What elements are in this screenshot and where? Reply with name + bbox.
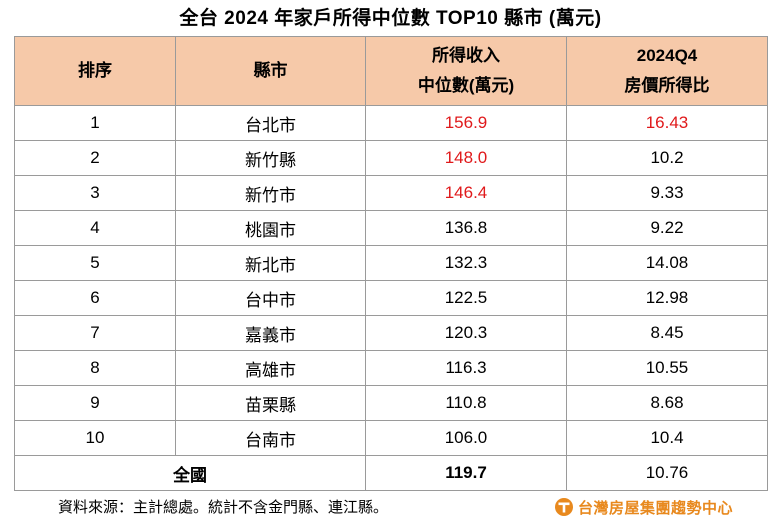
header-ratio-line1: 2024Q4 [636, 46, 698, 65]
total-ratio: 10.76 [566, 455, 768, 491]
brand-mark: 台灣房屋集團趨勢中心 [554, 494, 733, 520]
cell-county: 新竹縣 [175, 140, 366, 176]
table-row: 7 嘉義市 120.3 8.45 [14, 315, 768, 351]
cell-ratio: 12.98 [566, 280, 768, 316]
header-income: 所得收入 中位數(萬元) [365, 36, 567, 106]
header-income-line1: 所得收入 [432, 46, 500, 65]
cell-income: 156.9 [365, 105, 567, 141]
cell-rank: 7 [14, 315, 176, 351]
table-row: 2 新竹縣 148.0 10.2 [14, 140, 768, 176]
cell-income: 120.3 [365, 315, 567, 351]
cell-county: 台中市 [175, 280, 366, 316]
page-title: 全台 2024 年家戶所得中位數 TOP10 縣市 (萬元) [179, 8, 602, 29]
cell-county: 嘉義市 [175, 315, 366, 351]
brand-name: 台灣房屋集團趨勢中心 [578, 499, 734, 517]
cell-county: 苗栗縣 [175, 385, 366, 421]
header-ratio: 2024Q4 房價所得比 [566, 36, 768, 106]
table-row: 4 桃園市 136.8 9.22 [14, 210, 768, 246]
cell-rank: 2 [14, 140, 176, 176]
cell-rank: 5 [14, 245, 176, 281]
cell-ratio: 8.45 [566, 315, 768, 351]
table-row: 8 高雄市 116.3 10.55 [14, 350, 768, 386]
table-row: 5 新北市 132.3 14.08 [14, 245, 768, 281]
cell-rank: 1 [14, 105, 176, 141]
income-table: 排序 縣市 所得收入 中位數(萬元) 2024Q4 房價所得比 1 台北市 15… [14, 36, 768, 491]
header-rank: 排序 [14, 36, 176, 106]
cell-income: 136.8 [365, 210, 567, 246]
table-row: 9 苗栗縣 110.8 8.68 [14, 385, 768, 421]
cell-county: 新竹市 [175, 175, 366, 211]
cell-county: 新北市 [175, 245, 366, 281]
cell-income: 106.0 [365, 420, 567, 456]
cell-rank: 9 [14, 385, 176, 421]
cell-rank: 8 [14, 350, 176, 386]
cell-income: 146.4 [365, 175, 567, 211]
table-row: 6 台中市 122.5 12.98 [14, 280, 768, 316]
table-row: 1 台北市 156.9 16.43 [14, 105, 768, 141]
cell-county: 高雄市 [175, 350, 366, 386]
cell-income: 132.3 [365, 245, 567, 281]
cell-income: 122.5 [365, 280, 567, 316]
header-ratio-line2: 房價所得比 [624, 76, 710, 95]
table-row: 10 台南市 106.0 10.4 [14, 420, 768, 456]
brand-logo-icon [555, 498, 573, 516]
total-label: 全國 [14, 455, 366, 491]
table-row: 3 新竹市 146.4 9.33 [14, 175, 768, 211]
source-note: 資料來源：主計總處。統計不含金門縣、連江縣。 [58, 499, 389, 516]
header-income-line2: 中位數(萬元) [417, 76, 515, 95]
header-county: 縣市 [175, 36, 366, 106]
cell-ratio: 10.2 [566, 140, 768, 176]
cell-income: 148.0 [365, 140, 567, 176]
cell-ratio: 9.33 [566, 175, 768, 211]
cell-rank: 10 [14, 420, 176, 456]
cell-ratio: 8.68 [566, 385, 768, 421]
cell-ratio: 16.43 [566, 105, 768, 141]
cell-income: 110.8 [365, 385, 567, 421]
cell-ratio: 9.22 [566, 210, 768, 246]
cell-ratio: 14.08 [566, 245, 768, 281]
cell-income: 116.3 [365, 350, 567, 386]
cell-ratio: 10.55 [566, 350, 768, 386]
cell-ratio: 10.4 [566, 420, 768, 456]
table-header-row: 排序 縣市 所得收入 中位數(萬元) 2024Q4 房價所得比 [14, 36, 768, 106]
cell-rank: 6 [14, 280, 176, 316]
cell-county: 台北市 [175, 105, 366, 141]
cell-rank: 4 [14, 210, 176, 246]
cell-county: 台南市 [175, 420, 366, 456]
table-total-row: 全國 119.7 10.76 [14, 455, 768, 491]
cell-rank: 3 [14, 175, 176, 211]
cell-county: 桃園市 [175, 210, 366, 246]
total-income: 119.7 [365, 455, 567, 491]
